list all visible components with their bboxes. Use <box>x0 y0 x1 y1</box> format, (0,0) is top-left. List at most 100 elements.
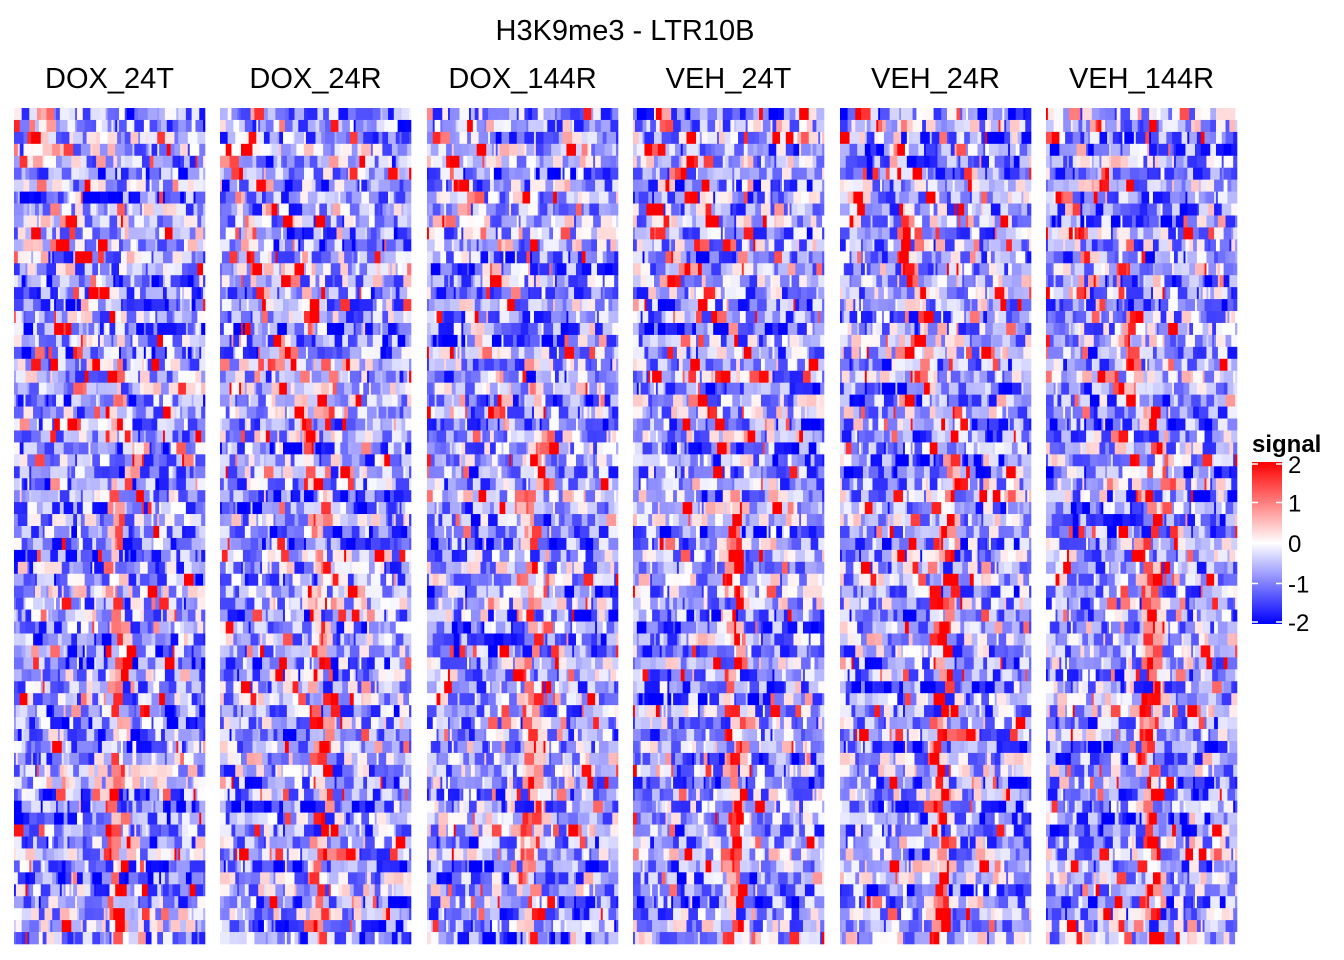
heatmap-cell <box>157 776 168 790</box>
heatmap-cell <box>82 251 93 264</box>
heatmap-cell <box>98 203 105 216</box>
heatmap-cell <box>235 215 244 228</box>
heatmap-cell <box>42 406 51 419</box>
heatmap-cell <box>189 848 194 861</box>
heatmap-cell <box>307 561 314 575</box>
heatmap-cell <box>105 800 108 813</box>
heatmap-cell <box>113 693 124 706</box>
heatmap-cell <box>168 824 179 837</box>
heatmap-cell <box>368 167 376 180</box>
heatmap-cell <box>185 740 189 754</box>
heatmap-cell <box>65 705 72 718</box>
heatmap-cell <box>401 394 408 407</box>
heatmap-cell <box>342 454 353 467</box>
heatmap-cell <box>46 645 51 658</box>
heatmap-cell <box>35 454 45 467</box>
heatmap-cell <box>370 143 374 157</box>
heatmap-cell <box>260 729 269 742</box>
heatmap-cell <box>105 693 114 706</box>
heatmap-cell <box>176 466 187 479</box>
heatmap-cell <box>178 108 183 121</box>
heatmap-cell <box>315 514 324 527</box>
heatmap-cell <box>221 442 227 455</box>
heatmap-cell <box>40 251 49 264</box>
heatmap-cell <box>132 334 139 348</box>
heatmap-cell <box>353 502 358 515</box>
heatmap-cell <box>132 394 137 407</box>
heatmap-cell <box>284 287 291 300</box>
heatmap-cell <box>376 729 379 742</box>
heatmap-cell <box>19 263 26 276</box>
heatmap-cell <box>221 418 230 431</box>
heatmap-cell <box>367 370 370 383</box>
heatmap-cell <box>328 740 332 754</box>
heatmap-cell <box>368 764 376 778</box>
heatmap-cell <box>349 131 358 145</box>
heatmap-cell <box>191 514 202 527</box>
heatmap-cell <box>382 896 389 909</box>
heatmap-cell <box>367 860 377 873</box>
heatmap-cell <box>252 287 257 300</box>
heatmap-cell <box>254 179 257 192</box>
heatmap-cell <box>191 108 200 121</box>
heatmap-cell <box>191 657 196 670</box>
heatmap-cell <box>269 442 274 455</box>
heatmap-cell <box>271 920 274 933</box>
heatmap-cell <box>159 705 162 718</box>
heatmap-cell <box>313 358 316 372</box>
heatmap-cell <box>290 143 297 157</box>
heatmap-cell <box>405 669 412 682</box>
heatmap-cell <box>197 920 202 933</box>
heatmap-cell <box>342 884 351 897</box>
heatmap-cell <box>252 311 261 324</box>
heatmap-cell <box>389 287 393 300</box>
heatmap-cell <box>304 884 311 897</box>
heatmap-cell <box>367 502 377 515</box>
heatmap-cell <box>256 740 267 754</box>
heatmap-cell <box>482 155 485 169</box>
heatmap-cell <box>157 752 166 766</box>
heatmap-cell <box>328 406 335 419</box>
heatmap-cell <box>302 215 311 228</box>
heatmap-cell <box>353 812 358 825</box>
heatmap-cell <box>265 490 269 503</box>
heatmap-cell <box>374 800 385 813</box>
heatmap-cell <box>361 693 364 706</box>
heatmap-cell <box>326 633 333 646</box>
heatmap-cell <box>313 824 322 837</box>
heatmap-cell <box>370 597 381 610</box>
heatmap-cell <box>166 526 173 539</box>
heatmap-cell <box>265 932 269 945</box>
heatmap-cell <box>233 764 236 778</box>
heatmap-cell <box>14 311 17 324</box>
heatmap-cell <box>176 860 185 873</box>
heatmap-cell <box>283 681 293 694</box>
heatmap-cell <box>374 908 383 921</box>
heatmap-cell <box>403 490 412 503</box>
heatmap-cell <box>374 454 381 467</box>
heatmap-cell <box>262 203 267 216</box>
heatmap-cell <box>56 334 63 348</box>
heatmap-cell <box>476 167 485 180</box>
heatmap-cell <box>164 191 171 204</box>
heatmap-cell <box>307 681 318 694</box>
heatmap-cell <box>307 322 312 336</box>
heatmap-cell <box>449 155 460 169</box>
heatmap-cell <box>31 896 36 909</box>
heatmap-cell <box>61 824 64 837</box>
heatmap-cell <box>560 167 563 180</box>
heatmap-cell <box>193 597 198 610</box>
heatmap-cell <box>407 311 412 324</box>
heatmap-cell <box>168 884 173 897</box>
heatmap-cell <box>225 812 230 825</box>
heatmap-cell <box>380 251 385 264</box>
heatmap-cell <box>595 143 605 157</box>
heatmap-cell <box>585 179 596 192</box>
heatmap-cell <box>126 179 131 192</box>
heatmap-cell <box>524 131 535 145</box>
heatmap-cell <box>304 633 309 646</box>
heatmap-cell <box>136 239 139 252</box>
heatmap-cell <box>292 311 303 324</box>
heatmap-cell <box>486 155 497 169</box>
heatmap-cell <box>182 346 187 360</box>
